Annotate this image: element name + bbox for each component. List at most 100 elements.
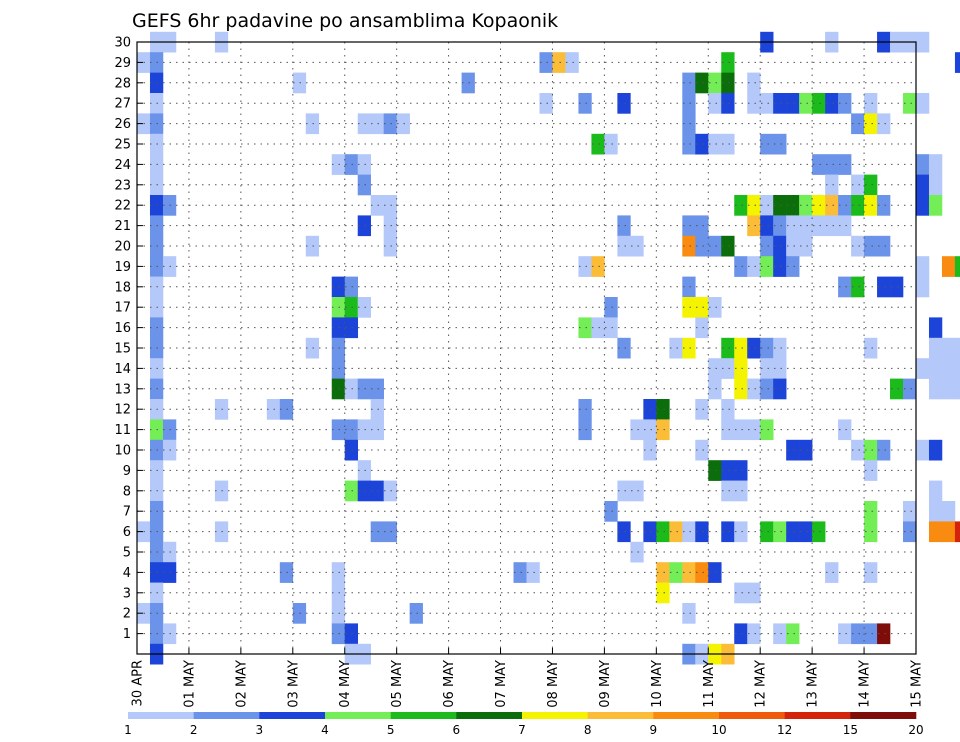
heatmap-cell: [851, 623, 865, 645]
heatmap-cell: [383, 480, 397, 502]
heatmap-cell: [357, 378, 371, 400]
heatmap-cell: [721, 52, 735, 73]
heatmap-cell: [864, 501, 878, 522]
heatmap-cell: [344, 439, 359, 461]
heatmap-cell: [916, 256, 930, 277]
heatmap-cell: [747, 256, 761, 277]
heatmap-cell: [656, 582, 670, 604]
heatmap-cell: [734, 521, 748, 543]
heatmap-cell: [682, 72, 696, 94]
heatmap-cell: [773, 358, 787, 379]
colorbar-swatch: [587, 712, 654, 719]
heatmap-cell: [734, 460, 748, 481]
heatmap-cell: [928, 154, 943, 175]
x-tick-label: 08 MAY: [546, 660, 561, 708]
y-tick-label: 12: [114, 403, 131, 418]
heatmap-cell: [591, 133, 605, 155]
heatmap-cell: [370, 378, 384, 400]
heatmap-cell: [734, 358, 748, 379]
heatmap-cell: [825, 174, 839, 196]
heatmap-cell: [799, 235, 813, 257]
heatmap-cell: [916, 154, 930, 175]
heatmap-cell: [331, 419, 346, 441]
heatmap-cell: [928, 337, 943, 359]
heatmap-cell: [578, 317, 592, 339]
heatmap-cell: [851, 113, 865, 135]
heatmap-cell: [928, 521, 943, 543]
heatmap-cell: [695, 235, 709, 257]
y-tick-label: 11: [114, 423, 131, 438]
heatmap-cell: [812, 154, 826, 175]
x-tick-label: 13 MAY: [806, 660, 821, 708]
heatmap-cell: [786, 93, 800, 114]
heatmap-cell: [760, 337, 774, 359]
colorbar-swatch: [719, 712, 785, 719]
heatmap-cell: [954, 256, 960, 277]
heatmap-cell: [916, 358, 930, 379]
colorbar-label: 6: [453, 723, 461, 737]
heatmap-cell: [747, 623, 761, 645]
heatmap-cell: [928, 317, 943, 339]
y-tick-label: 13: [114, 382, 131, 397]
heatmap-cell: [760, 93, 774, 114]
heatmap-cell: [734, 480, 748, 502]
y-tick-label: 5: [123, 546, 131, 561]
heatmap-cell: [799, 195, 813, 216]
colorbar-label: 3: [256, 723, 264, 737]
heatmap-cell: [721, 358, 735, 379]
heatmap-cell: [773, 378, 787, 400]
y-tick-label: 25: [114, 138, 131, 153]
colorbar-label: 4: [321, 723, 329, 737]
heatmap-cell: [954, 337, 960, 359]
heatmap-cell: [344, 154, 359, 175]
heatmap-cell: [331, 337, 346, 359]
heatmap-cell: [773, 195, 787, 216]
heatmap-cell: [604, 501, 618, 522]
heatmap-cell: [344, 419, 359, 441]
grid-lines: [137, 42, 916, 654]
y-tick-label: 2: [123, 607, 131, 622]
y-tick-label: 21: [114, 219, 131, 234]
heatmap-cell: [682, 297, 696, 318]
colorbar-label: 9: [650, 723, 658, 737]
heatmap-cell: [357, 174, 371, 196]
heatmap-cell: [461, 72, 475, 94]
y-tick-label: 7: [123, 505, 131, 520]
heatmap-cell: [864, 235, 878, 257]
heatmap-cell: [838, 215, 852, 237]
heatmap-cell: [825, 195, 839, 216]
heatmap-cell: [786, 235, 800, 257]
heatmap-cell: [656, 521, 670, 543]
colorbar-swatch: [325, 712, 391, 719]
heatmap-cell: [591, 256, 605, 277]
heatmap-cell: [721, 419, 735, 441]
heatmap-cell: [928, 480, 943, 502]
heatmap-cell: [864, 460, 878, 481]
heatmap-cell: [838, 623, 852, 645]
heatmap-cell: [708, 297, 722, 318]
colorbar-swatch: [390, 712, 457, 719]
heatmap-cell: [851, 195, 865, 216]
heatmap-cell: [864, 623, 878, 645]
heatmap-cell: [773, 623, 787, 645]
heatmap-cell: [344, 317, 359, 339]
heatmap-cell: [578, 399, 592, 420]
heatmap-cell: [734, 582, 748, 604]
heatmap-cell: [941, 378, 956, 400]
y-tick-label: 14: [114, 362, 131, 377]
heatmap-cell: [669, 337, 683, 359]
heatmap-cell: [331, 603, 346, 624]
colorbar-label: 15: [843, 723, 858, 737]
heatmap-cell: [708, 235, 722, 257]
heatmap-cell: [760, 419, 774, 441]
x-tick-label: 05 MAY: [390, 660, 405, 708]
heatmap-cell: [682, 133, 696, 155]
heatmap-cell: [682, 235, 696, 257]
heatmap-cells: [137, 31, 960, 665]
heatmap-cell: [344, 297, 359, 318]
heatmap-cell: [747, 72, 761, 94]
heatmap-cell: [812, 93, 826, 114]
heatmap-cell: [617, 521, 631, 543]
heatmap-cell: [370, 113, 384, 135]
heatmap-cell: [526, 562, 540, 583]
